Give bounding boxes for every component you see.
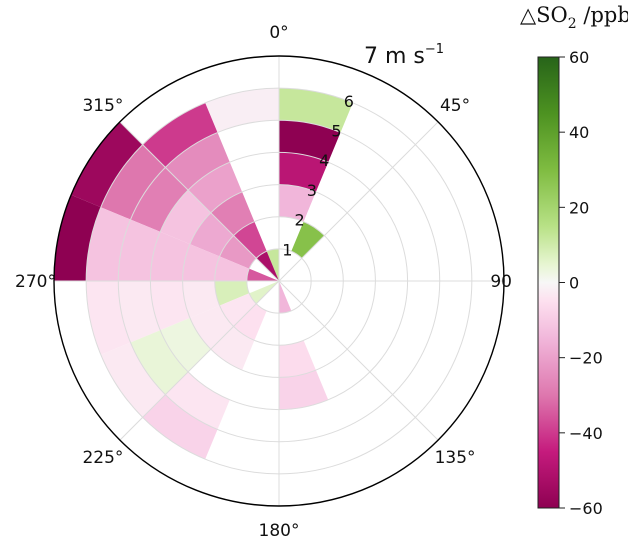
- polar-cell: [100, 144, 166, 220]
- polar-cell: [54, 194, 101, 281]
- angular-tick-label: 90: [490, 272, 512, 292]
- radial-tick-label: 3: [307, 181, 317, 200]
- polar-cell: [150, 231, 190, 281]
- polar-cell: [266, 248, 279, 281]
- angular-tick-label: 180°: [259, 521, 300, 541]
- colorbar-tick-label: 0: [569, 274, 579, 293]
- polar-cell: [189, 212, 234, 257]
- angular-tick-labels: 0° 45° 90 135° 180° 225° 270° 315°: [15, 23, 512, 541]
- polar-cell: [279, 184, 316, 222]
- angular-tick-label: 315°: [82, 96, 123, 116]
- polar-cell: [142, 102, 218, 168]
- polar-cell: [219, 293, 257, 327]
- polar-cell: [256, 251, 279, 281]
- polar-cell: [188, 162, 243, 213]
- polar-cell: [233, 221, 267, 259]
- radial-tick-label: 5: [331, 122, 341, 141]
- radial-tick-label: 4: [319, 151, 329, 170]
- polar-cell: [214, 281, 250, 306]
- angular-gridline: [119, 280, 280, 441]
- polar-cell: [279, 152, 329, 192]
- colorbar: 60 40 20 0 −20 −40 −60 △SO2 /ppb: [520, 3, 628, 518]
- polar-cell: [214, 256, 250, 281]
- radial-tick-label: 6: [344, 92, 354, 111]
- polar-cell: [279, 281, 292, 314]
- angular-tick-label: 225°: [82, 448, 123, 468]
- colorbar-tick-label: −20: [569, 349, 603, 368]
- polar-cell: [210, 191, 255, 236]
- polar-cell: [118, 281, 161, 343]
- polar-cell: [219, 235, 257, 269]
- polar-cell: [142, 394, 218, 460]
- polar-cell: [182, 244, 220, 281]
- polar-cell: [210, 326, 255, 371]
- polar-cell: [279, 120, 341, 163]
- polar-cell: [291, 221, 325, 259]
- colorbar-ticks: 60 40 20 0 −20 −40 −60: [559, 48, 603, 518]
- colorbar-tick-label: −60: [569, 499, 603, 518]
- polar-outline: [53, 55, 505, 507]
- polar-cell: [189, 305, 234, 350]
- polar-cell: [86, 281, 131, 355]
- polar-cell: [165, 132, 230, 191]
- angular-tick-label: 45°: [440, 96, 470, 116]
- polar-cell: [150, 281, 190, 331]
- colorbar-tick-label: −40: [569, 424, 603, 443]
- polar-cell: [130, 330, 189, 395]
- colorbar-title: △SO2 /ppb: [520, 3, 628, 32]
- polar-cell: [279, 370, 329, 410]
- polar-cell: [279, 88, 353, 133]
- colorbar-gradient: [537, 56, 560, 509]
- polar-cell: [100, 342, 166, 418]
- angular-tick-label: 0°: [269, 23, 288, 43]
- angular-tick-label: 135°: [435, 448, 476, 468]
- polar-cell: [160, 317, 211, 372]
- colorbar-tick-label: 60: [569, 48, 589, 67]
- polar-cell: [279, 340, 316, 378]
- angular-gridline: [278, 280, 439, 441]
- polar-cell: [86, 207, 131, 281]
- radial-tick-label: 1: [282, 240, 292, 259]
- polar-cell: [246, 268, 279, 281]
- angular-tick-label: 270°: [15, 272, 56, 292]
- colorbar-tick-label: 40: [569, 123, 589, 142]
- polar-cell: [205, 88, 279, 133]
- polar-cell: [118, 219, 161, 281]
- polar-grid: [53, 55, 505, 507]
- angular-gridline: [278, 121, 439, 282]
- polar-cell: [160, 190, 211, 245]
- polar-cell: [165, 371, 230, 430]
- radial-unit-label: 7 m s−1: [364, 42, 444, 69]
- polar-cell: [130, 167, 189, 232]
- polar-cell: [71, 121, 143, 208]
- angular-gridline: [119, 121, 280, 282]
- radial-tick-label: 2: [295, 211, 305, 230]
- polar-cell: [233, 303, 267, 341]
- polar-cell: [249, 281, 279, 304]
- polar-cells: [54, 88, 353, 460]
- colorbar-tick-label: 20: [569, 198, 589, 217]
- polar-cell: [182, 281, 220, 318]
